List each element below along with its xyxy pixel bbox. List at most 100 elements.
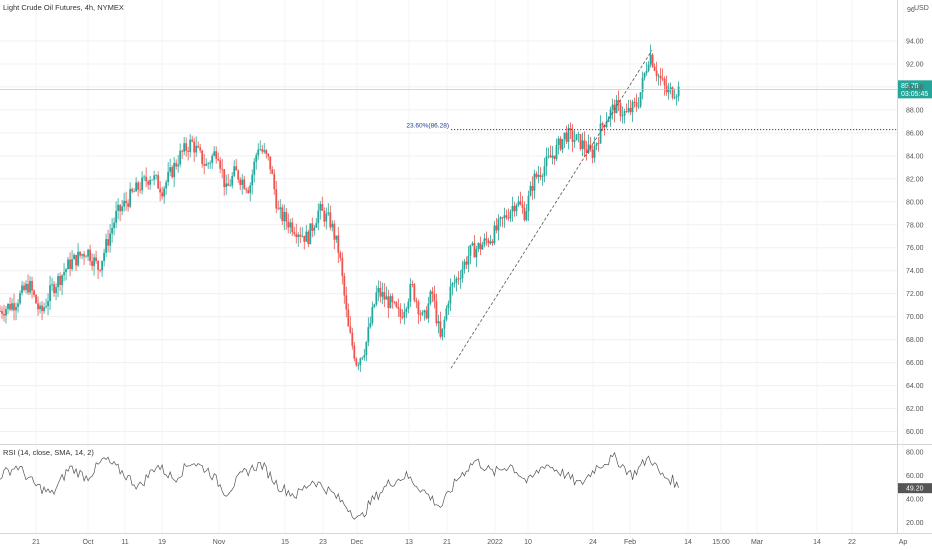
candle-body — [293, 232, 296, 234]
candle-body — [133, 191, 136, 193]
candle-body — [375, 292, 378, 305]
candle-body — [249, 185, 252, 193]
candle-body — [493, 225, 496, 244]
trendline[interactable] — [450, 49, 653, 369]
candle-body — [187, 150, 190, 152]
candle-body — [653, 66, 656, 71]
candle-body — [11, 303, 13, 310]
candle-body — [413, 284, 416, 301]
rsi-tick-label: 80.00 — [906, 449, 924, 456]
candle-body — [379, 287, 382, 297]
candle-body — [461, 269, 464, 279]
candle-body — [673, 97, 676, 99]
rsi-last-value: 49.20 — [906, 486, 924, 493]
candle-body — [531, 185, 534, 191]
time-tick-label: 2022 — [487, 539, 503, 546]
candle-body — [455, 278, 458, 283]
candle-body — [573, 140, 576, 142]
candle-body — [559, 138, 562, 150]
candle-body — [147, 181, 150, 185]
candle-body — [599, 123, 602, 144]
candle-body — [275, 189, 278, 209]
candle-body — [361, 357, 364, 359]
candle-body — [609, 109, 612, 119]
candle-body — [201, 150, 204, 165]
candle-body — [263, 150, 266, 152]
candle-body — [269, 156, 272, 170]
time-tick-label: 15:00 — [712, 539, 730, 546]
candle-body — [283, 211, 286, 222]
candle-body — [85, 256, 87, 258]
time-tick-label: Oct — [83, 539, 94, 546]
price-tick-label: 74.00 — [906, 268, 924, 275]
candle-body — [643, 72, 646, 78]
candle-body — [53, 284, 55, 294]
candle-body — [669, 87, 672, 89]
candle-body — [597, 143, 600, 145]
candle-body — [429, 291, 432, 304]
candle-body — [125, 200, 128, 204]
time-tick-label: 24 — [589, 539, 597, 546]
candle-body — [73, 254, 75, 260]
candle-body — [103, 252, 105, 261]
candle-body — [323, 210, 326, 222]
candle-body — [21, 285, 23, 294]
candle-body — [649, 54, 652, 65]
bar-countdown: 03:05:45 — [901, 91, 928, 98]
candle-body — [221, 168, 224, 170]
candle-body — [99, 269, 101, 271]
time-tick-label: Mar — [751, 539, 764, 546]
candle-body — [667, 88, 670, 93]
candle-body — [585, 149, 588, 153]
candle-body — [237, 170, 240, 180]
candle-body — [499, 217, 502, 220]
time-tick-label: 21 — [32, 539, 40, 546]
time-tick-label: 14 — [813, 539, 821, 546]
price-tick-label: 82.00 — [906, 176, 924, 183]
candle-body — [587, 144, 590, 153]
candle-body — [223, 169, 226, 188]
candle-body — [161, 192, 164, 197]
candle-body — [425, 310, 428, 319]
candle-body — [631, 101, 634, 113]
candle-body — [581, 140, 584, 149]
candle-body — [507, 217, 510, 219]
candle-body — [231, 175, 234, 186]
candle-body — [351, 332, 354, 346]
candle-body — [617, 99, 620, 104]
candle-body — [341, 257, 344, 276]
candle-body — [177, 164, 180, 167]
candle-body — [457, 278, 460, 280]
time-tick-label: Ap — [899, 539, 908, 546]
candle-body — [577, 134, 580, 136]
candle-body — [289, 222, 292, 228]
candle-body — [331, 223, 334, 228]
candle-body — [657, 75, 660, 77]
candle-body — [645, 70, 648, 73]
candle-body — [151, 179, 154, 181]
candle-body — [1, 311, 3, 314]
candle-body — [193, 141, 196, 153]
candle-body — [67, 259, 69, 270]
candle-body — [183, 143, 186, 152]
candle-body — [547, 155, 550, 157]
candle-body — [663, 78, 666, 86]
candle-body — [225, 183, 228, 188]
candle-body — [285, 211, 288, 222]
candle-body — [39, 305, 41, 310]
price-tick-label: 88.00 — [906, 107, 924, 114]
candle-body — [295, 233, 298, 237]
candle-body — [391, 296, 394, 302]
last-price-tag — [898, 80, 932, 99]
candle-body — [239, 179, 242, 185]
candle-body — [303, 235, 306, 242]
price-tick-label: 64.00 — [906, 383, 924, 390]
candle-body — [335, 235, 338, 240]
price-tick-label: 90.00 — [906, 84, 924, 91]
candle-body — [477, 243, 480, 249]
candle-body — [619, 103, 622, 117]
candle-body — [565, 132, 568, 142]
candle-body — [79, 251, 81, 256]
